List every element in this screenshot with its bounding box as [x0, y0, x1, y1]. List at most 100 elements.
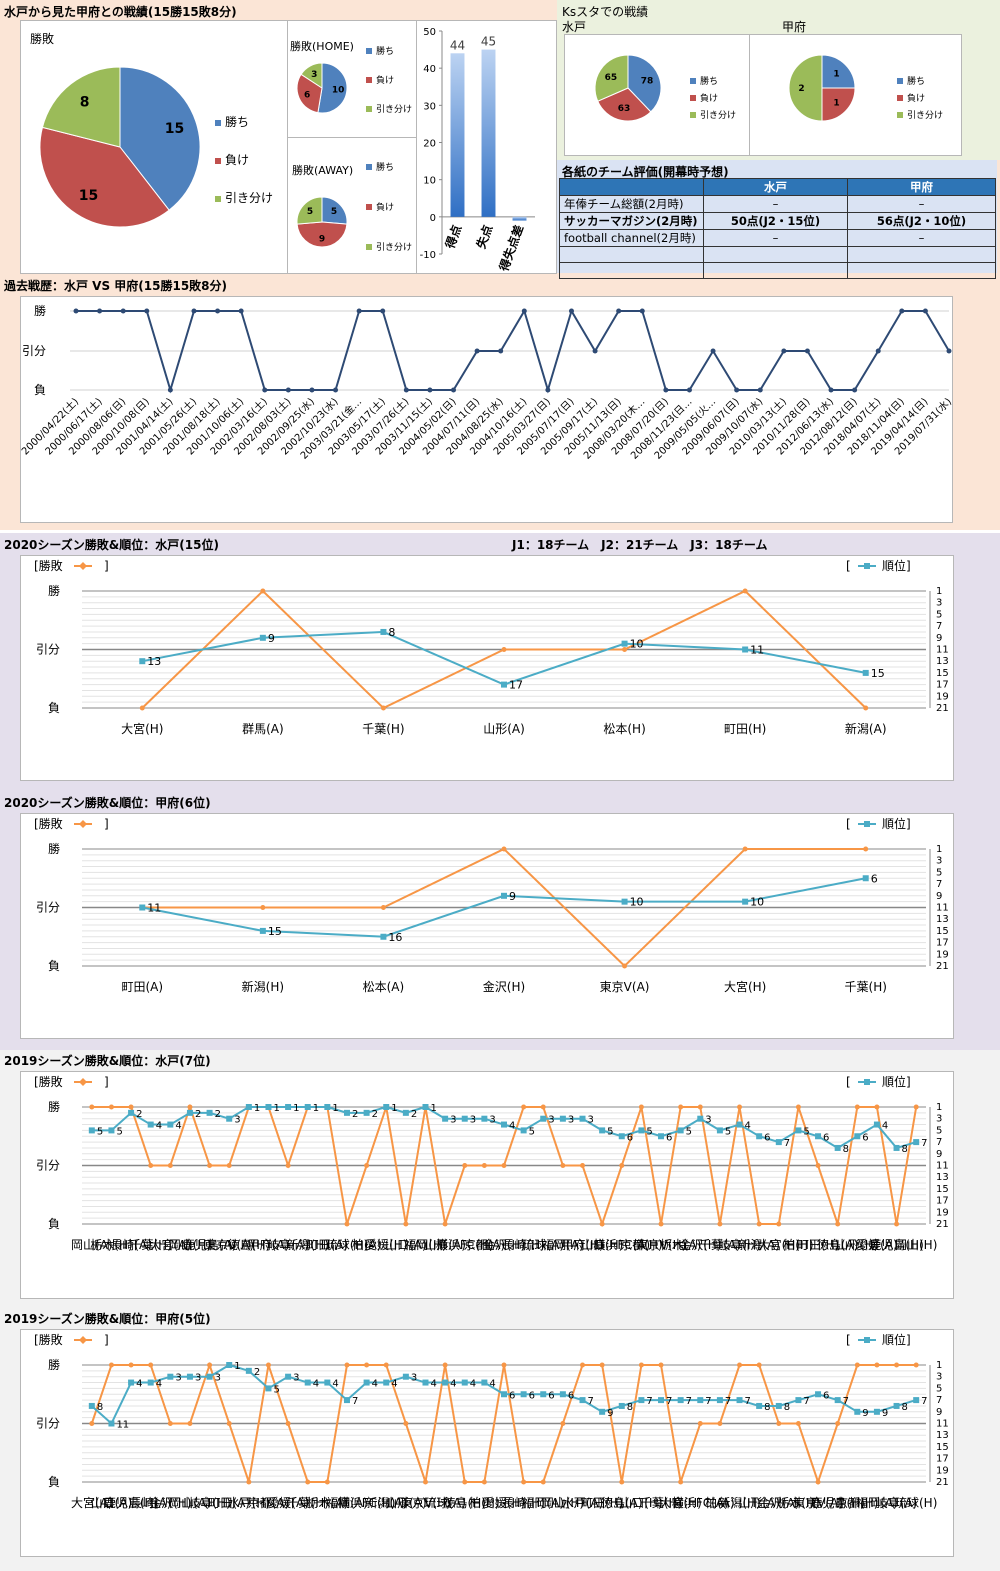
legend-swatch	[366, 48, 372, 54]
rank-tick-label: 21	[936, 1477, 949, 1488]
rank-point	[501, 1121, 507, 1128]
x-tick-label: 町田(H)	[797, 1238, 839, 1252]
x-tick-label: 町田(H)	[581, 1496, 623, 1510]
rank-tick-label: 9	[936, 633, 942, 644]
result-point	[894, 1362, 900, 1368]
legend-result-close: ]	[104, 1075, 109, 1089]
x-tick-label: 水戸(A)	[562, 1496, 604, 1510]
eval-header-0	[559, 178, 704, 196]
result-point	[462, 1479, 468, 1485]
pie-data-label: 5	[307, 207, 313, 217]
rank-point	[128, 1379, 135, 1386]
pie-slice	[119, 66, 201, 211]
rank-data-label: 7	[352, 1396, 358, 1407]
rank-data-label: 3	[489, 1115, 495, 1126]
rank-data-label: 5	[803, 1126, 809, 1137]
rank-data-label: 4	[156, 1121, 162, 1132]
data-point	[757, 387, 763, 393]
rank-point	[716, 1127, 723, 1134]
rank-data-label: 4	[175, 1121, 181, 1132]
rank-point	[206, 1373, 213, 1380]
kofu2019-title: 2019シーズン勝敗&順位：甲府(5位)	[4, 1312, 211, 1326]
bar	[481, 49, 496, 217]
rank-point	[324, 1104, 331, 1110]
rank-data-label: 6	[871, 872, 878, 885]
x-tick-label: 東京V(A)	[793, 1496, 843, 1510]
rank-point	[147, 1121, 154, 1128]
result-point	[560, 1163, 566, 1168]
rank-data-label: 4	[391, 1379, 397, 1390]
eval-cell: –	[703, 195, 848, 213]
rank-point	[265, 1104, 272, 1110]
rank-point	[167, 1373, 174, 1380]
x-tick-label: 山形(H)	[836, 1238, 878, 1252]
x-tick-label: 岐阜(A)	[876, 1496, 918, 1510]
bar-data-label: 44	[450, 38, 465, 52]
x-tick-label: 岐阜(A)	[267, 1238, 309, 1252]
pie-data-label: 78	[641, 77, 654, 87]
pie-slice	[317, 62, 348, 114]
result-point	[678, 1479, 684, 1485]
data-point	[592, 348, 598, 354]
legend-swatch	[366, 164, 372, 170]
rank-data-label: 3	[293, 1373, 299, 1384]
rank-data-label: 4	[509, 1121, 515, 1132]
rank-tick-label: 9	[936, 1149, 942, 1160]
rank-data-label: 7	[784, 1138, 790, 1149]
x-tick-label: 徳島(A)	[817, 1237, 859, 1252]
x-tick-label: 琉球(A)	[522, 1238, 564, 1252]
legend-result-marker	[79, 820, 87, 828]
rank-point	[599, 1408, 606, 1415]
rank-data-label: 1	[313, 1103, 319, 1114]
legend-rank-marker	[864, 1079, 870, 1085]
eval-header-kofu: 甲府	[847, 178, 996, 196]
rank-point	[186, 1373, 193, 1380]
rank-data-label: 3	[450, 1115, 456, 1126]
legend-result-marker	[79, 1078, 87, 1086]
pie-total-title: 勝敗	[30, 32, 55, 46]
rank-tick-label: 3	[936, 1114, 942, 1125]
rank-point	[795, 1397, 802, 1404]
data-point	[451, 387, 457, 393]
data-point	[734, 387, 740, 393]
data-point	[922, 308, 928, 314]
y-tick-label: 負	[34, 383, 46, 397]
result-point	[697, 1421, 703, 1426]
x-tick-label: 東京V(H)	[636, 1238, 687, 1252]
rank-tick-label: 9	[936, 1407, 942, 1418]
x-tick-label: 東京V(H)	[400, 1496, 451, 1510]
x-tick-label: 得失点差	[495, 223, 526, 274]
legend-swatch	[690, 95, 696, 101]
pie-slice	[296, 73, 323, 114]
x-tick-label: 千葉(H)	[845, 980, 887, 994]
legend-rank-marker	[864, 1337, 870, 1343]
result-point	[658, 1362, 664, 1368]
rank-point	[481, 1379, 488, 1386]
x-tick-label: 東京V(A)	[600, 980, 650, 994]
rank-data-label: 5	[97, 1126, 103, 1137]
rank-data-label: 3	[548, 1115, 554, 1126]
x-tick-label: 愛媛(A)	[267, 1496, 309, 1510]
rank-data-label: 4	[332, 1379, 338, 1390]
rank-point	[677, 1127, 684, 1134]
rank-data-label: 8	[902, 1402, 908, 1413]
rank-data-label: 5	[116, 1126, 122, 1137]
x-tick-label: 町田(A)	[307, 1238, 349, 1252]
pie-slice	[627, 54, 662, 113]
rank-point	[324, 1379, 331, 1386]
rank-tick-label: 17	[936, 938, 949, 949]
pie-data-label: 15	[165, 121, 184, 137]
x-tick-label: 愛媛(H)	[483, 1496, 525, 1510]
rank-point	[677, 1397, 684, 1404]
rank-data-label: 8	[627, 1402, 633, 1413]
x-tick-label: 岡山(H)	[169, 1238, 211, 1252]
data-point	[474, 348, 480, 354]
result-point	[560, 1421, 566, 1426]
result-point	[638, 1362, 644, 1368]
rank-data-label: 2	[195, 1109, 201, 1120]
data-point	[710, 348, 716, 354]
rank-data-label: 16	[388, 931, 402, 944]
y-tick-label: 30	[423, 101, 436, 112]
rank-data-label: 3	[705, 1115, 711, 1126]
